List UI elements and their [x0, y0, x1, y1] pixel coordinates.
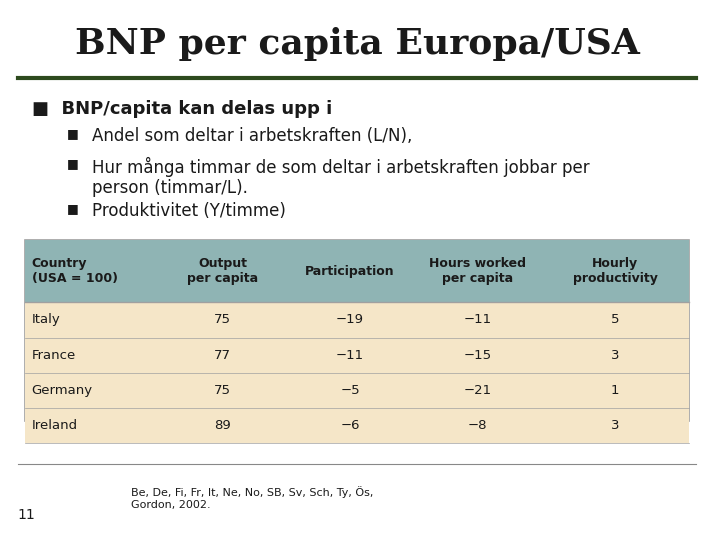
Text: −8: −8: [467, 418, 487, 432]
Text: Participation: Participation: [305, 265, 395, 278]
Text: Italy: Italy: [32, 313, 60, 327]
Text: 3: 3: [611, 348, 619, 362]
Text: −5: −5: [340, 383, 360, 397]
Text: 75: 75: [214, 383, 231, 397]
Text: 75: 75: [214, 313, 231, 327]
Text: ■  BNP/capita kan delas upp i: ■ BNP/capita kan delas upp i: [32, 100, 332, 118]
Text: ■: ■: [67, 127, 78, 140]
Text: ■: ■: [67, 202, 78, 215]
Bar: [24, 302, 690, 338]
Text: −11: −11: [336, 348, 364, 362]
Text: −19: −19: [336, 313, 364, 327]
Text: BNP per capita Europa/USA: BNP per capita Europa/USA: [75, 27, 639, 61]
Text: Germany: Germany: [32, 383, 93, 397]
Bar: [24, 240, 690, 421]
Text: France: France: [32, 348, 76, 362]
Text: 3: 3: [611, 418, 619, 432]
Bar: [24, 408, 690, 443]
Text: −21: −21: [463, 383, 491, 397]
Text: Country
(USA = 100): Country (USA = 100): [32, 258, 118, 285]
Text: Ireland: Ireland: [32, 418, 78, 432]
Bar: [24, 373, 690, 408]
Text: −6: −6: [341, 418, 360, 432]
Text: Hours worked
per capita: Hours worked per capita: [428, 258, 526, 285]
Text: −11: −11: [463, 313, 491, 327]
Text: Produktivitet (Y/timme): Produktivitet (Y/timme): [92, 202, 286, 220]
Bar: [24, 338, 690, 373]
Text: Output
per capita: Output per capita: [187, 258, 258, 285]
Text: 5: 5: [611, 313, 619, 327]
Text: Hur många timmar de som deltar i arbetskraften jobbar per
person (timmar/L).: Hur många timmar de som deltar i arbetsk…: [92, 157, 590, 198]
Text: 77: 77: [214, 348, 231, 362]
Text: Hourly
productivity: Hourly productivity: [572, 258, 657, 285]
Text: −15: −15: [463, 348, 491, 362]
Text: ■: ■: [67, 157, 78, 170]
Text: Andel som deltar i arbetskraften (L/N),: Andel som deltar i arbetskraften (L/N),: [92, 127, 413, 145]
Text: 89: 89: [215, 418, 231, 432]
Text: 1: 1: [611, 383, 619, 397]
Bar: [24, 240, 690, 302]
Text: Be, De, Fi, Fr, It, Ne, No, SB, Sv, Sch, Ty, Ös,
Gordon, 2002.: Be, De, Fi, Fr, It, Ne, No, SB, Sv, Sch,…: [131, 486, 373, 510]
Text: 11: 11: [17, 508, 35, 522]
